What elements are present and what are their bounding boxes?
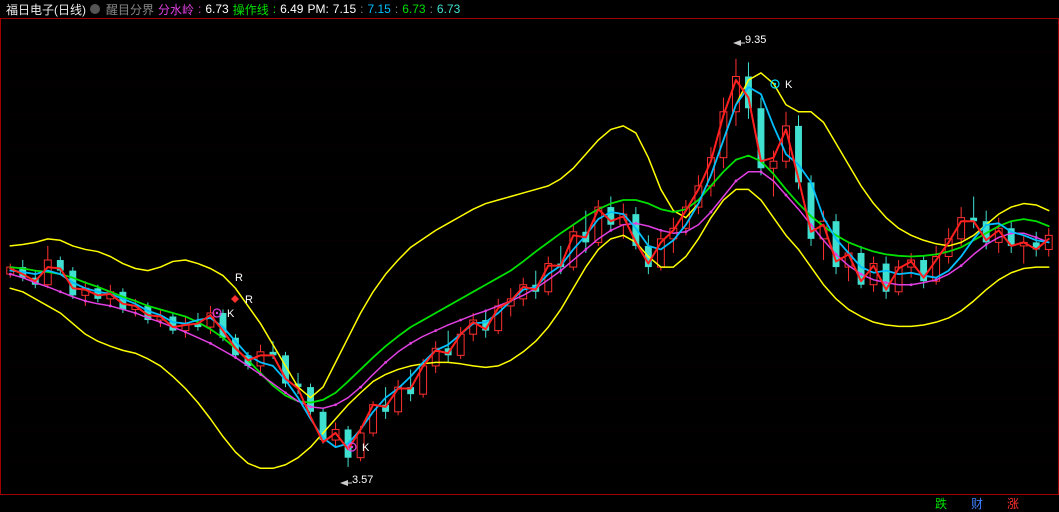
fsl-label: 分水岭 [158,1,194,18]
val-blue: 7.15 [368,2,391,16]
czx-val: 6.49 [280,2,303,16]
footer-cai: 财 [971,495,983,512]
footer-die: 跌 [935,495,947,512]
stock-name: 福日电子(日线) [6,1,86,18]
chart-footer: 跌 财 涨 [0,495,1059,511]
fsl-val: 6.73 [205,2,228,16]
footer-zhang: 涨 [1007,495,1019,512]
val-green: 6.73 [402,2,425,16]
svg-text:K: K [362,442,370,454]
status-dot-icon [90,4,100,14]
pm-val: 7.15 [333,2,356,16]
indicator1-label: 醒目分界 [106,1,154,18]
svg-text:9.35: 9.35 [745,34,766,46]
svg-text:R: R [245,294,253,306]
chart-header: 福日电子(日线) 醒目分界 分水岭 : 6.73 操作线 : 6.49 PM: … [0,0,1059,18]
czx-label: 操作线 [233,1,269,18]
svg-text:K: K [227,308,235,320]
svg-text:3.57: 3.57 [352,474,373,486]
svg-text:R: R [235,272,243,284]
chart-canvas[interactable]: 9.353.57KKKRR [0,18,1059,495]
pm-label: PM: [307,2,328,16]
val-cyan: 6.73 [437,2,460,16]
svg-text:K: K [785,79,793,91]
